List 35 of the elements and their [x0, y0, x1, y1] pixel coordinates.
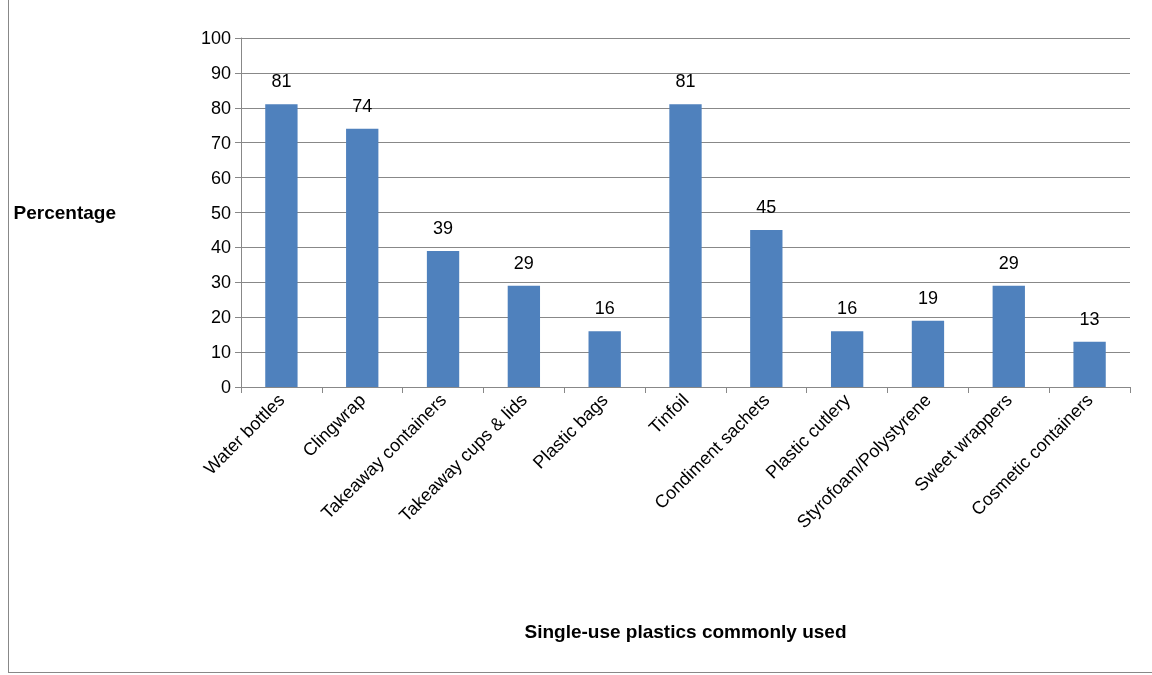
data-label: 81 [271, 71, 292, 92]
y-tick-label: 20 [210, 307, 231, 328]
bar [750, 229, 783, 387]
y-tick-label: 100 [200, 28, 231, 48]
y-tick-label: 40 [210, 237, 231, 258]
data-label: 81 [675, 71, 696, 92]
x-axis-title: Single-use plastics commonly used [524, 621, 847, 642]
bar [265, 104, 298, 387]
y-tick-label: 80 [210, 97, 231, 118]
bar [507, 285, 541, 387]
y-tick-label: 50 [210, 202, 231, 223]
bar [669, 104, 702, 387]
bar [992, 285, 1025, 387]
data-label: 19 [917, 287, 938, 308]
y-tick-label: 60 [210, 167, 231, 188]
data-label: 16 [594, 298, 615, 319]
data-label: 39 [433, 217, 454, 238]
y-tick-label: 90 [210, 62, 231, 83]
y-tick-label: 30 [210, 272, 231, 293]
bar [588, 331, 621, 387]
data-label: 29 [513, 252, 534, 273]
bar [426, 250, 460, 387]
data-label: 29 [998, 252, 1019, 273]
bar [1073, 341, 1106, 387]
data-label: 45 [756, 196, 777, 217]
y-tick-label: 70 [210, 132, 231, 153]
data-label: 13 [1079, 308, 1100, 329]
bar [830, 331, 864, 387]
y-axis-title: Percentage [13, 202, 116, 223]
bar [911, 320, 945, 387]
y-tick-label: 0 [220, 377, 231, 397]
data-label: 16 [837, 298, 858, 319]
bar [346, 128, 379, 387]
y-tick-label: 10 [210, 342, 231, 363]
data-label: 74 [352, 95, 373, 116]
